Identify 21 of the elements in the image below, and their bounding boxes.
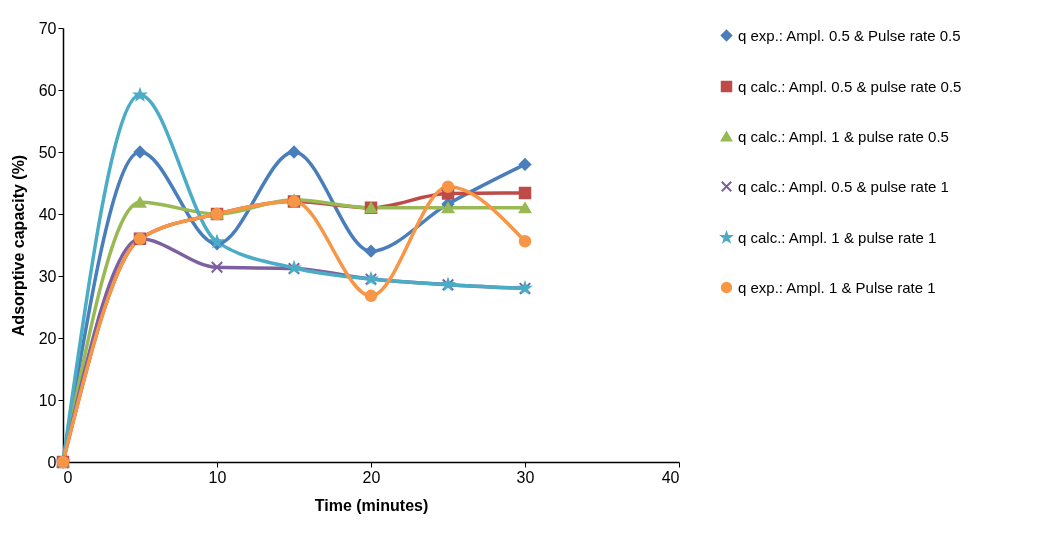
x-tick-label: 10 xyxy=(208,468,227,486)
y-tick-label: 60 xyxy=(38,81,57,99)
legend-label: q calc.: Ampl. 1 & pulse rate 1 xyxy=(738,228,937,246)
y-tick-label: 40 xyxy=(38,205,57,223)
x-tick-label: 40 xyxy=(661,468,680,486)
y-tick-label: 10 xyxy=(38,391,57,409)
x-tick-label: 0 xyxy=(63,468,73,486)
legend-label: q exp.: Ampl. 1 & Pulse rate 1 xyxy=(738,278,936,296)
legend-label: q calc.: Ampl. 1 & pulse rate 0.5 xyxy=(738,127,949,145)
y-tick-label: 20 xyxy=(38,329,57,347)
legend-label: q calc.: Ampl. 0.5 & pulse rate 0.5 xyxy=(738,77,962,95)
x-tick-label: 30 xyxy=(516,468,535,486)
y-axis-title: Adsorptive capacity (%) xyxy=(9,154,27,337)
y-tick-label: 0 xyxy=(47,453,57,471)
legend-label: q calc.: Ampl. 0.5 & pulse rate 1 xyxy=(738,177,949,195)
y-tick-label: 30 xyxy=(38,267,57,285)
y-tick-label: 50 xyxy=(38,143,57,161)
legend-label: q exp.: Ampl. 0.5 & Pulse rate 0.5 xyxy=(738,26,961,44)
x-tick-label: 20 xyxy=(362,468,381,486)
x-axis-title: Time (minutes) xyxy=(314,496,429,514)
y-tick-label: 70 xyxy=(38,19,57,37)
